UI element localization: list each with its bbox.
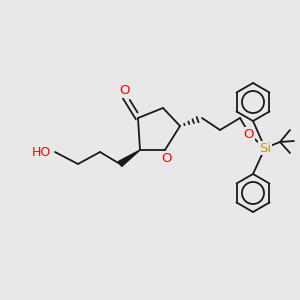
Text: O: O: [244, 128, 254, 140]
Text: O: O: [162, 152, 172, 166]
Text: O: O: [119, 85, 129, 98]
Polygon shape: [118, 150, 140, 166]
Text: HO: HO: [32, 146, 51, 158]
Text: Si: Si: [259, 142, 271, 154]
